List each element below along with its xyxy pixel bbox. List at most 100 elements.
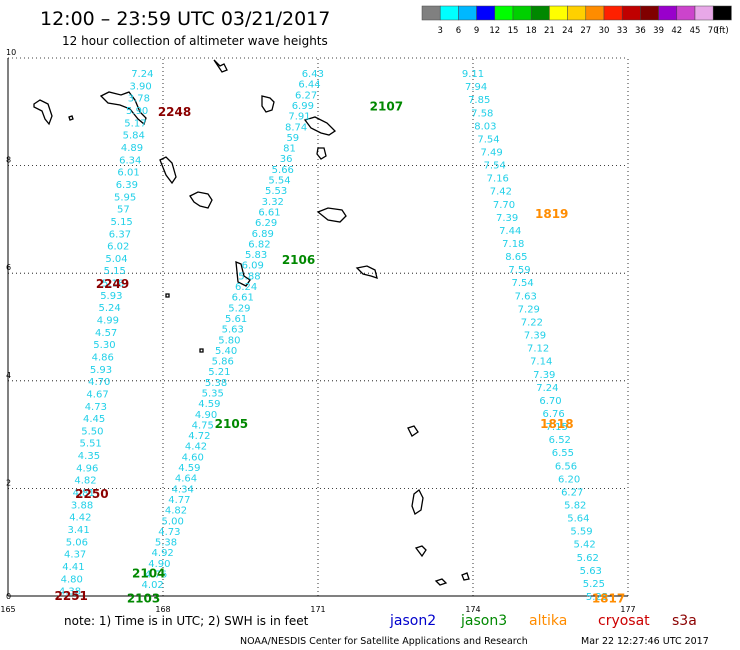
wave-height-value: 4.90: [148, 559, 170, 570]
wave-height-value: 7.22: [521, 317, 543, 328]
scale-swatch: [476, 5, 496, 21]
wave-height-value: 6.34: [119, 155, 141, 166]
scale-swatch: [567, 5, 587, 21]
island-outline: [316, 207, 347, 223]
map-grid: 165 168 171 174 177 0 2 4 6 8 10: [0, 48, 635, 614]
pass-label: 2248: [158, 105, 191, 119]
wave-height-value: 5.64: [567, 514, 589, 525]
wave-height-value: 5.29: [228, 303, 250, 314]
wave-height-value: 7.15: [546, 422, 568, 433]
pass-label: 2104: [132, 566, 165, 580]
island-outline: [235, 260, 251, 287]
scale-swatch: [439, 5, 459, 21]
wave-height-value: 6.76: [542, 409, 564, 420]
wave-height-value: 5.93: [90, 365, 112, 376]
wave-height-value: 5.86: [212, 357, 234, 368]
y-tick-label: 0: [6, 592, 11, 601]
wave-height-value: 4.67: [86, 389, 108, 400]
island-outline: [411, 488, 424, 515]
wave-height-value: 6.29: [255, 218, 277, 229]
wave-height-value: 5.82: [564, 500, 586, 511]
wave-height-value: 5.59: [570, 527, 592, 538]
wave-height-value: 6.70: [539, 396, 561, 407]
island-outline: [68, 115, 74, 121]
scale-label: 27: [580, 26, 591, 36]
wave-height-value: 5.93: [100, 291, 122, 302]
wave-height-value: 3.90: [129, 81, 151, 92]
wave-height-value: 4.82: [165, 506, 187, 517]
pass-label: 2106: [282, 253, 315, 267]
pass-labels: 2248 2249 2250 2251 2107 2106 2105 2104 2103 1819…: [55, 99, 626, 605]
pass-label: 2105: [215, 417, 248, 431]
scale-label: 9: [474, 26, 479, 36]
wave-height-value: 7.54: [477, 134, 499, 145]
wave-height-value: 4.35: [78, 451, 100, 462]
wave-height-value: 5.30: [93, 340, 115, 351]
wave-height-value: 7.94: [465, 82, 487, 93]
wave-height-value: 4.02: [142, 580, 164, 591]
y-tick-label: 6: [6, 263, 11, 272]
wave-height-value: 4.73: [158, 527, 180, 538]
wave-height-value: 6.82: [248, 239, 270, 250]
wave-height-value: 6.02: [107, 242, 129, 253]
wave-height-value: 7.24: [536, 383, 558, 394]
units-note: note: 1) Time is in UTC; 2) SWH is in fe…: [64, 614, 309, 628]
scale-label: 39: [653, 26, 664, 36]
wave-height-value: 5.54: [268, 176, 290, 187]
wave-height-value: 57: [117, 205, 130, 216]
scale-swatch: [549, 5, 568, 21]
wave-height-value: 4.45: [83, 414, 105, 425]
island-outline: [434, 578, 448, 586]
wave-height-value: 4.72: [188, 431, 210, 442]
wave-height-value: 5.24: [98, 303, 120, 314]
wave-height-value: 3.88: [71, 500, 93, 511]
scale-swatch: [640, 5, 659, 21]
wave-height-value: 5.25: [583, 579, 605, 590]
y-tick-label: 8: [6, 156, 11, 165]
island-outline: [461, 572, 470, 581]
island-outline: [33, 99, 53, 126]
wave-height-value: 7.70: [493, 200, 515, 211]
island-outline: [165, 293, 170, 298]
island-outline: [316, 147, 327, 160]
wave-height-value: 5.04: [105, 254, 127, 265]
wave-height-value: 6.55: [552, 448, 574, 459]
wave-height-value: 6.44: [298, 80, 320, 91]
pass-label: 2107: [370, 99, 403, 113]
wave-height-value: 6.61: [258, 207, 280, 218]
wave-height-value: 5.00: [162, 516, 184, 527]
wave-height-value: 4.37: [64, 550, 86, 561]
wave-height-value: 6.09: [242, 261, 264, 272]
wave-height-value: 4.60: [182, 452, 204, 463]
island-outline: [99, 91, 147, 126]
wave-height-value: 7.39: [496, 213, 518, 224]
altimeter-tracks: 7.243.903.785.905.175.844.896.346.016.39…: [59, 69, 608, 603]
map-title: 12:00 – 23:59 UTC 03/21/2017: [40, 8, 330, 30]
y-tick-label: 2: [6, 478, 11, 487]
wave-height-value: 5.42: [573, 540, 595, 551]
wave-height-value: 5.15: [104, 266, 126, 277]
wave-height-value: 4.41: [62, 562, 84, 573]
wave-height-value: 6.99: [292, 101, 314, 112]
wave-height-value: 7.18: [502, 239, 524, 250]
scale-label: 42: [671, 26, 682, 36]
pass-label: 1817: [592, 592, 625, 606]
wave-height-value: 5.50: [81, 426, 103, 437]
wave-height-value: 4.86: [92, 352, 114, 363]
satellite-name: cryosat: [598, 613, 650, 629]
wave-height-value: 3.78: [128, 94, 150, 105]
wave-height-value: 5.80: [218, 335, 240, 346]
scale-swatch: [585, 5, 605, 21]
wave-height-value: 7.24: [131, 69, 153, 80]
scale-swatch: [458, 5, 477, 21]
scale-label: 3: [437, 26, 442, 36]
satellite-legend: jason2 jason3 altika cryosat s3a: [389, 613, 697, 629]
wave-height-value: 6.61: [232, 293, 254, 304]
scale-label: 15: [508, 26, 519, 36]
y-tick-label: 4: [6, 371, 11, 380]
wave-height-value: 5.61: [225, 314, 247, 325]
wave-height-value: 7.29: [518, 304, 540, 315]
wave-height-value: 5.84: [123, 131, 145, 142]
satellite-name: s3a: [672, 613, 697, 629]
scale-swatch: [694, 5, 714, 21]
